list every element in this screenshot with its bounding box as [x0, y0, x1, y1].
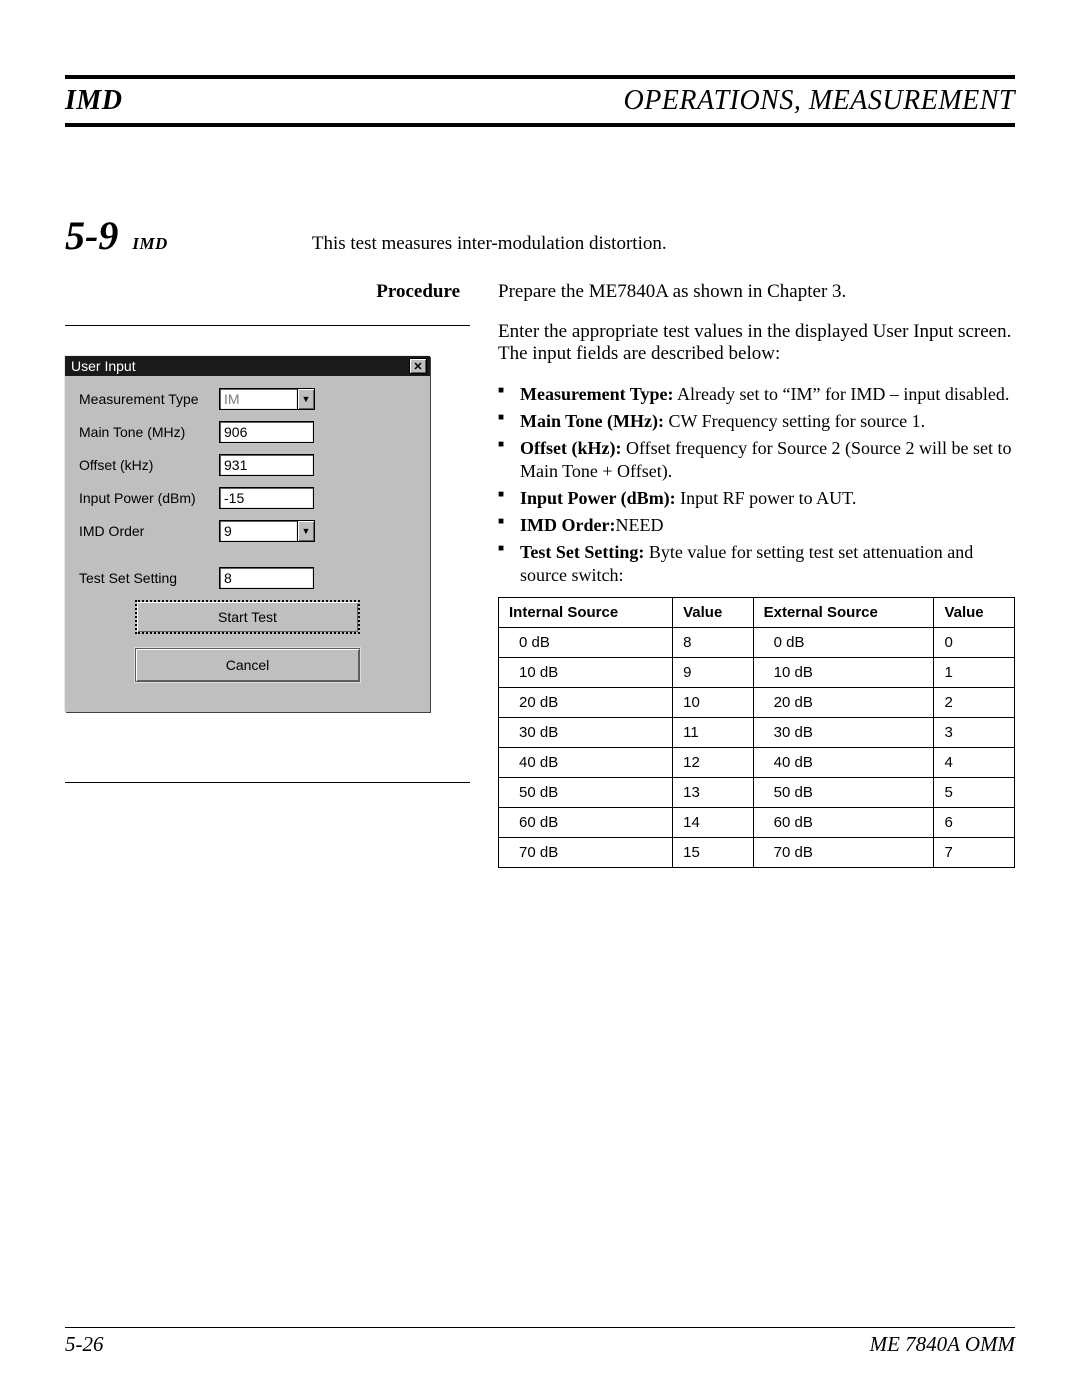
table-cell: 30 dB: [753, 718, 934, 748]
list-item: Main Tone (MHz): CW Frequency setting fo…: [498, 410, 1015, 433]
table-cell: 5: [934, 778, 1015, 808]
list-item: Measurement Type: Already set to “IM” fo…: [498, 383, 1015, 406]
chevron-down-icon[interactable]: ▼: [297, 520, 315, 542]
table-row: 10 dB910 dB1: [499, 658, 1015, 688]
bullet-label: Main Tone (MHz):: [520, 411, 664, 431]
bullet-label: Input Power (dBm):: [520, 488, 676, 508]
table-row: 50 dB1350 dB5: [499, 778, 1015, 808]
table-cell: 15: [673, 838, 754, 868]
table-cell: 50 dB: [499, 778, 673, 808]
table-cell: 40 dB: [753, 748, 934, 778]
table-header: Value: [934, 598, 1015, 628]
table-row: 30 dB1130 dB3: [499, 718, 1015, 748]
table-cell: 20 dB: [499, 688, 673, 718]
table-row: 40 dB1240 dB4: [499, 748, 1015, 778]
dialog-title: User Input: [71, 358, 136, 374]
cancel-button[interactable]: Cancel: [135, 648, 360, 682]
bullet-label: Test Set Setting:: [520, 542, 644, 562]
table-cell: 12: [673, 748, 754, 778]
table-cell: 40 dB: [499, 748, 673, 778]
table-cell: 10 dB: [499, 658, 673, 688]
close-icon[interactable]: ✕: [409, 358, 427, 374]
bullet-label: Offset (kHz):: [520, 438, 621, 458]
procedure-label: Procedure: [65, 281, 470, 303]
list-item: Input Power (dBm): Input RF power to AUT…: [498, 487, 1015, 510]
list-item: IMD Order:NEED: [498, 514, 1015, 537]
bullet-text: CW Frequency setting for source 1.: [664, 411, 925, 431]
section-intro: This test measures inter-modulation dist…: [312, 233, 667, 255]
table-header: External Source: [753, 598, 934, 628]
bullet-label: IMD Order:: [520, 515, 615, 535]
procedure-p2: Enter the appropriate test values in the…: [498, 321, 1015, 365]
test-set-label: Test Set Setting: [79, 570, 219, 586]
table-cell: 60 dB: [753, 808, 934, 838]
test-set-field[interactable]: [219, 567, 314, 589]
table-cell: 9: [673, 658, 754, 688]
footer-right: ME 7840A OMM: [870, 1332, 1015, 1357]
table-cell: 20 dB: [753, 688, 934, 718]
header-left: IMD: [65, 85, 123, 117]
table-cell: 0 dB: [753, 628, 934, 658]
test-set-table: Internal Source Value External Source Va…: [498, 597, 1015, 868]
dialog-divider: User Input ✕ Measurement Type ▼: [65, 325, 470, 783]
table-cell: 8: [673, 628, 754, 658]
top-rule-heavy: [65, 75, 1015, 79]
main-tone-field[interactable]: [219, 421, 314, 443]
bullet-text: NEED: [615, 515, 663, 535]
list-item: Offset (kHz): Offset frequency for Sourc…: [498, 437, 1015, 483]
header-right: OPERATIONS, MEASUREMENT: [623, 85, 1015, 117]
input-power-field[interactable]: [219, 487, 314, 509]
table-cell: 2: [934, 688, 1015, 718]
table-header-row: Internal Source Value External Source Va…: [499, 598, 1015, 628]
section-code: IMD: [132, 234, 168, 254]
bullet-text: Already set to “IM” for IMD – input disa…: [673, 384, 1009, 404]
imd-order-label: IMD Order: [79, 523, 219, 539]
table-cell: 14: [673, 808, 754, 838]
main-tone-label: Main Tone (MHz): [79, 424, 219, 440]
table-cell: 0 dB: [499, 628, 673, 658]
table-cell: 3: [934, 718, 1015, 748]
table-cell: 30 dB: [499, 718, 673, 748]
table-cell: 0: [934, 628, 1015, 658]
procedure-p1: Prepare the ME7840A as shown in Chapter …: [498, 281, 1015, 303]
table-cell: 60 dB: [499, 808, 673, 838]
offset-label: Offset (kHz): [79, 457, 219, 473]
user-input-dialog: User Input ✕ Measurement Type ▼: [65, 356, 430, 712]
measurement-type-field: [219, 388, 297, 410]
table-row: 60 dB1460 dB6: [499, 808, 1015, 838]
table-cell: 1: [934, 658, 1015, 688]
imd-order-field[interactable]: [219, 520, 297, 542]
bullet-label: Measurement Type:: [520, 384, 673, 404]
header-underline: [65, 123, 1015, 127]
table-cell: 13: [673, 778, 754, 808]
list-item: Test Set Setting: Byte value for setting…: [498, 541, 1015, 587]
footer-left: 5-26: [65, 1332, 104, 1357]
table-body: 0 dB80 dB010 dB910 dB120 dB1020 dB230 dB…: [499, 628, 1015, 868]
table-cell: 4: [934, 748, 1015, 778]
offset-field[interactable]: [219, 454, 314, 476]
table-cell: 11: [673, 718, 754, 748]
table-row: 20 dB1020 dB2: [499, 688, 1015, 718]
bullet-text: Input RF power to AUT.: [676, 488, 857, 508]
table-cell: 50 dB: [753, 778, 934, 808]
dialog-titlebar[interactable]: User Input ✕: [65, 356, 430, 376]
bullet-list: Measurement Type: Already set to “IM” fo…: [498, 383, 1015, 587]
table-cell: 70 dB: [753, 838, 934, 868]
table-row: 0 dB80 dB0: [499, 628, 1015, 658]
table-header: Internal Source: [499, 598, 673, 628]
table-cell: 10: [673, 688, 754, 718]
table-cell: 6: [934, 808, 1015, 838]
chevron-down-icon: ▼: [297, 388, 315, 410]
table-cell: 10 dB: [753, 658, 934, 688]
table-row: 70 dB1570 dB7: [499, 838, 1015, 868]
table-cell: 70 dB: [499, 838, 673, 868]
section-number: 5-9: [65, 212, 118, 259]
measurement-type-label: Measurement Type: [79, 391, 219, 407]
table-header: Value: [673, 598, 754, 628]
input-power-label: Input Power (dBm): [79, 490, 219, 506]
start-test-button[interactable]: Start Test: [135, 600, 360, 634]
table-cell: 7: [934, 838, 1015, 868]
